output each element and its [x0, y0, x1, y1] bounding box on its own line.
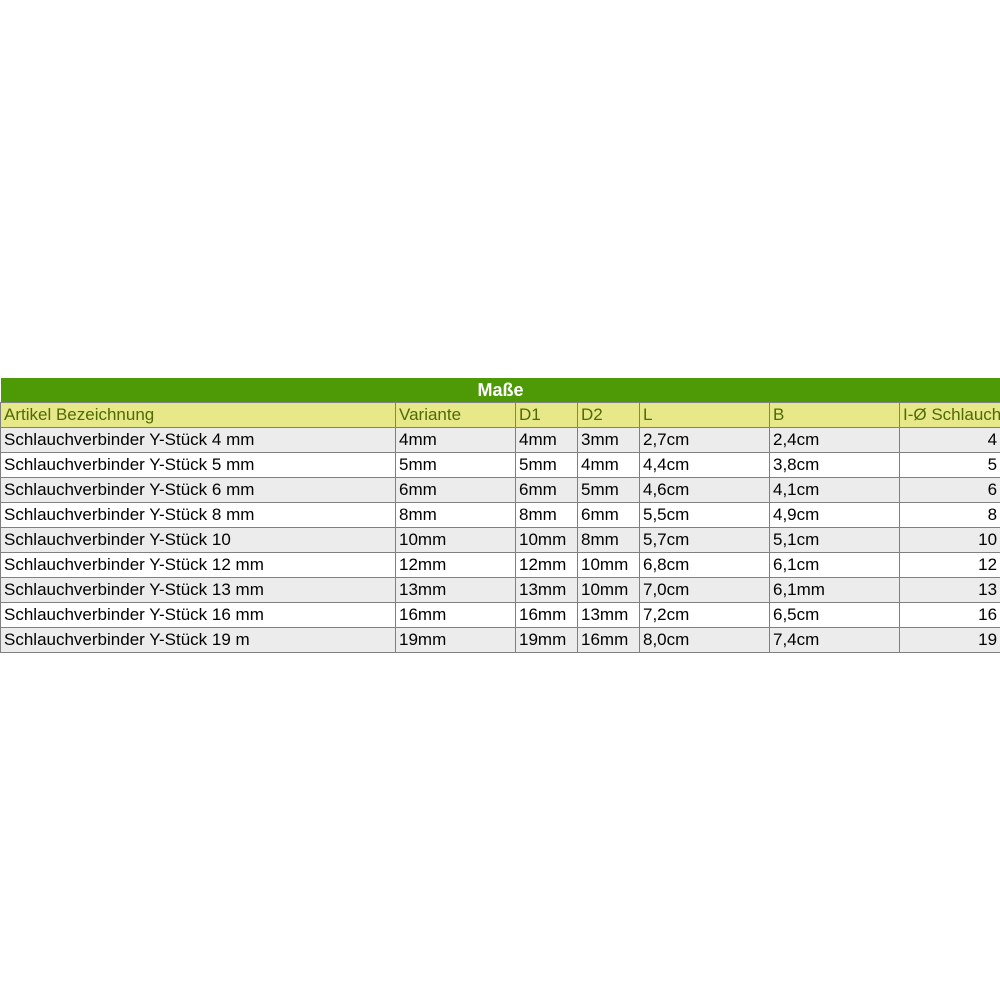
cell-d2: 3mm	[578, 428, 640, 453]
cell-name: Schlauchverbinder Y-Stück 10	[1, 528, 396, 553]
table-title: Maße	[1, 378, 1000, 403]
table-row: Schlauchverbinder Y-Stück 6 mm6mm6mm5mm4…	[1, 478, 1000, 503]
cell-l: 4,4cm	[640, 453, 770, 478]
cell-d1: 8mm	[516, 503, 578, 528]
cell-b: 6,1cm	[770, 553, 900, 578]
cell-io: 4	[900, 428, 1000, 453]
cell-name: Schlauchverbinder Y-Stück 16 mm	[1, 603, 396, 628]
cell-variante: 10mm	[396, 528, 516, 553]
cell-name: Schlauchverbinder Y-Stück 5 mm	[1, 453, 396, 478]
cell-variante: 19mm	[396, 628, 516, 653]
col-header-name: Artikel Bezeichnung	[1, 403, 396, 428]
cell-name: Schlauchverbinder Y-Stück 19 m	[1, 628, 396, 653]
cell-variante: 8mm	[396, 503, 516, 528]
cell-l: 7,0cm	[640, 578, 770, 603]
cell-l: 8,0cm	[640, 628, 770, 653]
cell-d2: 13mm	[578, 603, 640, 628]
cell-d1: 6mm	[516, 478, 578, 503]
cell-variante: 5mm	[396, 453, 516, 478]
cell-io: 16	[900, 603, 1000, 628]
cell-b: 4,9cm	[770, 503, 900, 528]
cell-variante: 13mm	[396, 578, 516, 603]
cell-d2: 5mm	[578, 478, 640, 503]
col-header-d2: D2	[578, 403, 640, 428]
cell-l: 6,8cm	[640, 553, 770, 578]
cell-name: Schlauchverbinder Y-Stück 13 mm	[1, 578, 396, 603]
cell-io: 19	[900, 628, 1000, 653]
cell-d1: 4mm	[516, 428, 578, 453]
cell-d1: 5mm	[516, 453, 578, 478]
cell-name: Schlauchverbinder Y-Stück 12 mm	[1, 553, 396, 578]
dimensions-table: MaßeArtikel BezeichnungVarianteD1D2LBI-Ø…	[0, 378, 1000, 653]
cell-b: 4,1cm	[770, 478, 900, 503]
cell-d2: 6mm	[578, 503, 640, 528]
col-header-variante: Variante	[396, 403, 516, 428]
cell-l: 4,6cm	[640, 478, 770, 503]
cell-d1: 13mm	[516, 578, 578, 603]
cell-io: 13	[900, 578, 1000, 603]
cell-d2: 10mm	[578, 578, 640, 603]
table-row: Schlauchverbinder Y-Stück 19 m19mm19mm16…	[1, 628, 1000, 653]
cell-l: 7,2cm	[640, 603, 770, 628]
cell-l: 2,7cm	[640, 428, 770, 453]
cell-d2: 10mm	[578, 553, 640, 578]
cell-d2: 16mm	[578, 628, 640, 653]
cell-b: 3,8cm	[770, 453, 900, 478]
cell-l: 5,5cm	[640, 503, 770, 528]
cell-b: 2,4cm	[770, 428, 900, 453]
table-row: Schlauchverbinder Y-Stück 1010mm10mm8mm5…	[1, 528, 1000, 553]
table-row: Schlauchverbinder Y-Stück 4 mm4mm4mm3mm2…	[1, 428, 1000, 453]
cell-d1: 12mm	[516, 553, 578, 578]
cell-l: 5,7cm	[640, 528, 770, 553]
col-header-b: B	[770, 403, 900, 428]
cell-io: 8	[900, 503, 1000, 528]
cell-d2: 4mm	[578, 453, 640, 478]
col-header-d1: D1	[516, 403, 578, 428]
cell-d1: 19mm	[516, 628, 578, 653]
cell-io: 12	[900, 553, 1000, 578]
cell-name: Schlauchverbinder Y-Stück 4 mm	[1, 428, 396, 453]
cell-name: Schlauchverbinder Y-Stück 8 mm	[1, 503, 396, 528]
table-row: Schlauchverbinder Y-Stück 5 mm5mm5mm4mm4…	[1, 453, 1000, 478]
cell-io: 10	[900, 528, 1000, 553]
table-row: Schlauchverbinder Y-Stück 12 mm12mm12mm1…	[1, 553, 1000, 578]
cell-d2: 8mm	[578, 528, 640, 553]
table-row: Schlauchverbinder Y-Stück 16 mm16mm16mm1…	[1, 603, 1000, 628]
cell-variante: 6mm	[396, 478, 516, 503]
cell-io: 5	[900, 453, 1000, 478]
table-row: Schlauchverbinder Y-Stück 13 mm13mm13mm1…	[1, 578, 1000, 603]
col-header-io: I-Ø Schlauch	[900, 403, 1000, 428]
cell-name: Schlauchverbinder Y-Stück 6 mm	[1, 478, 396, 503]
cell-b: 6,1mm	[770, 578, 900, 603]
cell-d1: 10mm	[516, 528, 578, 553]
table-row: Schlauchverbinder Y-Stück 8 mm8mm8mm6mm5…	[1, 503, 1000, 528]
cell-variante: 12mm	[396, 553, 516, 578]
cell-b: 7,4cm	[770, 628, 900, 653]
cell-d1: 16mm	[516, 603, 578, 628]
cell-variante: 16mm	[396, 603, 516, 628]
cell-b: 6,5cm	[770, 603, 900, 628]
cell-variante: 4mm	[396, 428, 516, 453]
cell-b: 5,1cm	[770, 528, 900, 553]
col-header-l: L	[640, 403, 770, 428]
cell-io: 6	[900, 478, 1000, 503]
